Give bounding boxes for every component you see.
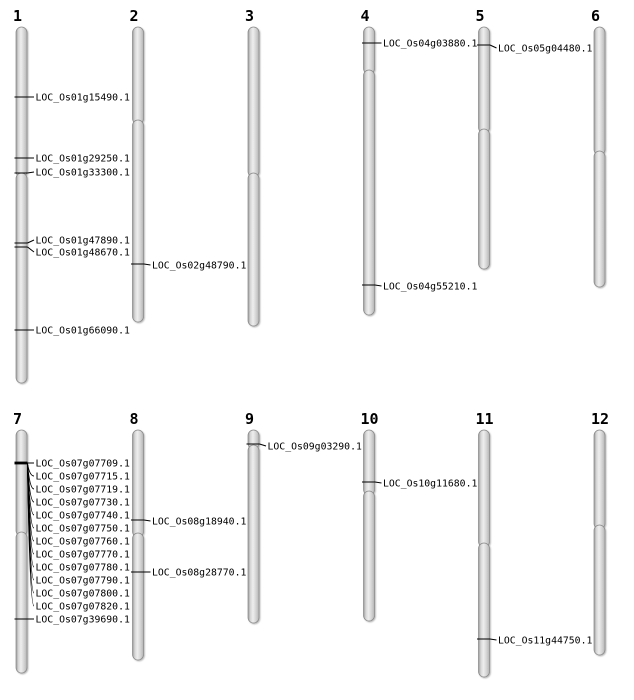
chromosome-arm-bottom [15, 531, 28, 674]
gene-label: LOC_Os07g07719.1 [36, 484, 130, 495]
chromosome-arm-bottom [15, 172, 28, 384]
chromosome-3: 3 [245, 7, 260, 327]
gene-connector [27, 463, 35, 607]
gene-label: LOC_Os08g18940.1 [152, 516, 246, 527]
gene-label: LOC_Os01g48670.1 [36, 247, 130, 258]
chromosome-arm-bottom [132, 532, 144, 661]
gene-connector [489, 638, 497, 641]
chromosome-arm-bottom [478, 128, 490, 270]
chromosome-11: 11 LOC_Os11g44750.1 [476, 410, 592, 678]
chromosome-arm-top [478, 429, 490, 548]
gene-label: LOC_Os01g33300.1 [36, 167, 130, 178]
gene-label: LOC_Os07g07715.1 [36, 471, 130, 482]
gene-label: LOC_Os04g55210.1 [383, 281, 477, 292]
chromosome-9: 9 LOC_Os09g03290.1 [245, 410, 362, 624]
gene-label: LOC_Os07g07740.1 [36, 510, 130, 521]
gene-connector [489, 44, 497, 49]
chromosome-arm-top [478, 26, 490, 134]
chromosome-8: 8 LOC_Os08g18940.1 LOC_Os08g28770.1 [130, 410, 246, 661]
chromosome-6: 6 [591, 7, 606, 288]
chromosome-arm-top [15, 429, 28, 537]
chromosome-arm-top [132, 429, 144, 538]
chromosome-arm-bottom [247, 444, 260, 624]
gene-label: LOC_Os07g07790.1 [36, 575, 130, 586]
chromosome-1: 1 LOC_Os01g15490.1 LOC_Os01g29250.1 LOC_Os0… [13, 7, 130, 384]
chromosome-arm-bottom [478, 542, 490, 678]
gene-connector [374, 284, 382, 287]
gene-label: LOC_Os07g07709.1 [36, 458, 130, 469]
chromosome-body [247, 429, 260, 624]
gene-label: LOC_Os11g44750.1 [498, 635, 592, 646]
gene-label: LOC_Os04g03880.1 [383, 38, 477, 49]
chromosome-body [15, 429, 28, 674]
chromosome-number: 11 [476, 410, 494, 428]
gene-label: LOC_Os09g03290.1 [268, 441, 362, 452]
chromosome-number: 2 [130, 7, 139, 25]
chromosome-arm-top [363, 26, 375, 75]
chromosome-7: 7 LOC_Os07g07709.1 LOC_Os07g07715.1 LOC_Os0… [13, 410, 130, 674]
gene-connector [27, 246, 35, 253]
chromosome-arm-top [593, 429, 606, 530]
chromosome-number: 9 [245, 410, 254, 428]
chromosome-number: 8 [130, 410, 139, 428]
gene-label: LOC_Os07g07730.1 [36, 497, 130, 508]
gene-connector [374, 481, 382, 484]
chromosome-arm-top [363, 429, 375, 496]
chromosome-body [593, 26, 606, 288]
gene-label: LOC_Os07g07800.1 [36, 588, 130, 599]
gene-label: LOC_Os07g07750.1 [36, 523, 130, 534]
chromosome-number: 4 [361, 7, 370, 25]
gene-label: LOC_Os07g07760.1 [36, 536, 130, 547]
chromosome-arm-bottom [593, 524, 606, 656]
chromosome-number: 7 [13, 410, 22, 428]
gene-connector [27, 239, 35, 244]
chromosome-number: 12 [591, 410, 609, 428]
chromosome-body [247, 26, 260, 327]
gene-label: LOC_Os07g07820.1 [36, 601, 130, 612]
chromosome-body [478, 26, 490, 270]
chromosome-number: 6 [591, 7, 600, 25]
chromosome-arm-bottom [593, 150, 606, 288]
gene-connector [259, 443, 267, 447]
chromosome-body [478, 429, 490, 678]
gene-label: LOC_Os01g66090.1 [36, 325, 130, 336]
chromosome-number: 3 [245, 7, 254, 25]
chromosome-body [363, 26, 375, 316]
chromosome-arm-bottom [363, 490, 375, 622]
chromosome-body [132, 26, 144, 323]
gene-connector [27, 171, 35, 174]
gene-label: LOC_Os07g39690.1 [36, 614, 130, 625]
chromosome-arm-bottom [132, 119, 144, 323]
chromosome-arm-bottom [363, 69, 375, 316]
chromosome-arm-bottom [247, 172, 260, 327]
chromosome-arm-top [132, 26, 144, 125]
chromosome-number: 1 [13, 7, 22, 25]
gene-label: LOC_Os07g07770.1 [36, 549, 130, 560]
chromosome-2: 2 LOC_Os02g48790.1 [130, 7, 246, 323]
chromosome-arm-top [593, 26, 606, 156]
chromosome-number: 5 [476, 7, 485, 25]
chromosome-arm-top [247, 26, 260, 178]
chromosome-5: 5 LOC_Os05g04480.1 [476, 7, 592, 270]
gene-label: LOC_Os02g48790.1 [152, 260, 246, 271]
gene-label: LOC_Os05g04480.1 [498, 43, 592, 54]
chromosome-4: 4 LOC_Os04g03880.1 LOC_Os04g55210.1 [361, 7, 477, 316]
gene-label: LOC_Os08g28770.1 [152, 567, 246, 578]
gene-label: LOC_Os01g47890.1 [36, 235, 130, 246]
gene-label: LOC_Os01g15490.1 [36, 92, 130, 103]
chromosome-body [132, 429, 144, 661]
chromosome-10: 10 LOC_Os10g11680.1 [361, 410, 477, 622]
chromosome-12: 12 [591, 410, 609, 656]
chromosome-body [363, 429, 375, 622]
gene-label: LOC_Os07g07780.1 [36, 562, 130, 573]
chromosome-number: 10 [361, 410, 379, 428]
chromosome-body [593, 429, 606, 656]
gene-label: LOC_Os10g11680.1 [383, 478, 477, 489]
gene-label: LOC_Os01g29250.1 [36, 153, 130, 164]
chromosome-arm-top [15, 26, 28, 178]
gene-connector [143, 263, 151, 266]
gene-connector [143, 519, 151, 522]
